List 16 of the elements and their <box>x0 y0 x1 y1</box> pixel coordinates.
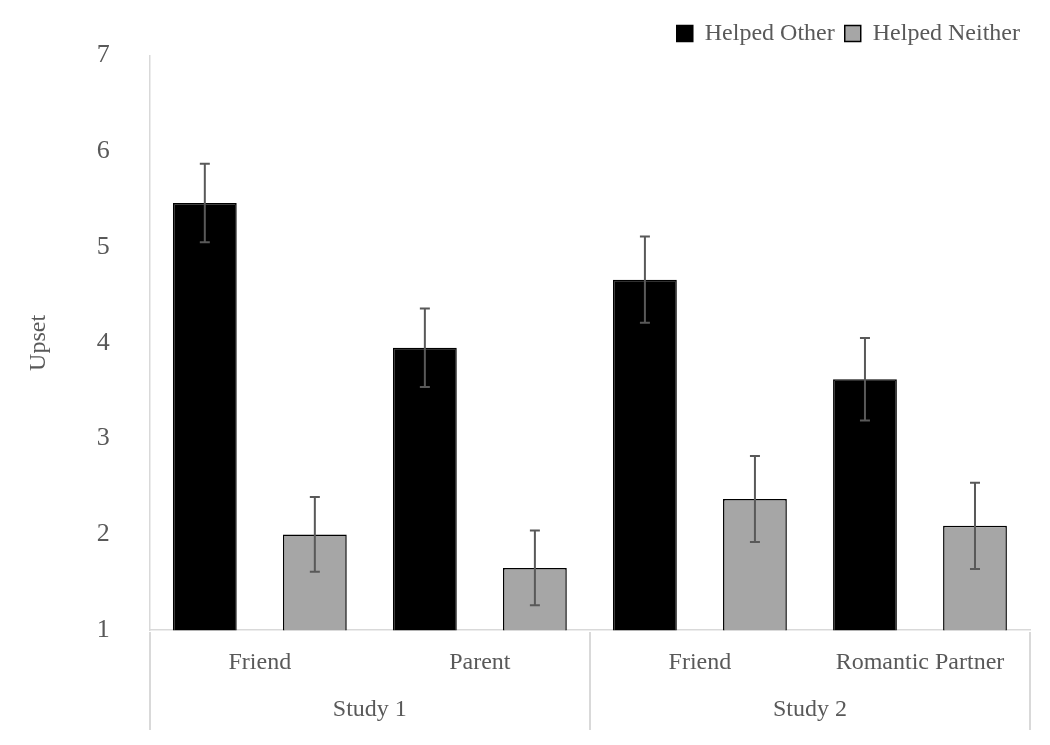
y-axis-title: Upset <box>23 314 50 371</box>
legend-label: Helped Neither <box>872 18 1021 45</box>
y-tick-label: 5 <box>96 230 110 260</box>
y-tick-label: 3 <box>96 422 110 452</box>
text: Study 2 <box>772 695 847 722</box>
y-tick-label: 7 <box>96 39 110 69</box>
legend-label: Helped Other <box>704 18 835 45</box>
x-tick-label: Friend <box>228 647 292 674</box>
x-tick-label: Romantic Partner <box>835 647 1005 674</box>
y-tick-label: 4 <box>96 326 110 356</box>
y-tick-label: 6 <box>96 135 110 165</box>
y-tick-label: 2 <box>96 518 110 548</box>
x-tick-label: Friend <box>668 647 732 674</box>
text: Study 1 <box>332 695 407 722</box>
x-tick-label: Parent <box>449 647 511 674</box>
y-tick-label: 1 <box>96 614 110 644</box>
